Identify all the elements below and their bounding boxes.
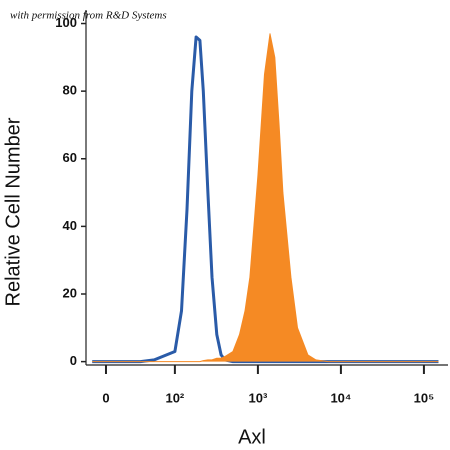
y-tick-label: 60 <box>63 150 77 165</box>
x-tick-label: 10² <box>165 390 184 405</box>
x-axis-title: Axl <box>238 426 266 448</box>
series-line <box>92 33 439 363</box>
y-tick-label: 40 <box>63 218 77 233</box>
y-tick-label: 20 <box>63 285 77 300</box>
x-tick-label: 10⁴ <box>330 390 351 405</box>
y-tick-label: 0 <box>70 353 77 368</box>
series-area <box>92 33 439 362</box>
y-tick-label: 80 <box>63 83 77 98</box>
y-tick-label: 100 <box>55 15 77 30</box>
annotation: with permission from R&D Systems <box>10 10 167 22</box>
x-tick-label: 0 <box>102 390 109 405</box>
x-tick-label: 10⁵ <box>414 390 435 405</box>
x-tick-label: 10³ <box>248 390 267 405</box>
y-axis-title: Relative Cell Number <box>2 117 24 306</box>
